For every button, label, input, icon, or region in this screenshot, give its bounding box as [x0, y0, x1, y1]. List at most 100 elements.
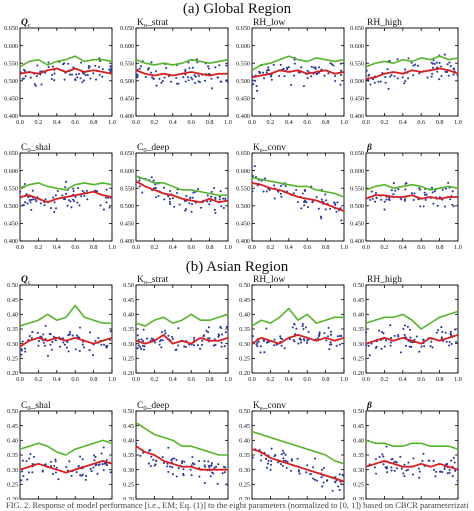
- scatter-point: [70, 73, 74, 76]
- y-tick-label: 0.600: [350, 43, 364, 50]
- scatter-point: [393, 461, 396, 464]
- scatter-point: [334, 481, 337, 484]
- scatter-point: [388, 198, 391, 202]
- scatter-point: [51, 472, 55, 476]
- scatter-point: [28, 199, 31, 202]
- series-line-upper: [135, 313, 229, 327]
- scatter-point: [284, 185, 287, 188]
- scatter-point: [166, 462, 169, 465]
- scatter-point: [422, 205, 425, 208]
- scatter-point: [414, 63, 417, 66]
- scatter-point: [252, 83, 255, 86]
- scatter-point: [448, 61, 451, 64]
- scatter-point: [98, 73, 101, 76]
- scatter-point: [225, 325, 228, 329]
- scatter-point: [110, 67, 113, 70]
- scatter-point: [182, 472, 185, 475]
- scatter-point: [101, 68, 104, 71]
- scatter-point: [198, 475, 201, 478]
- scatter-point: [51, 73, 54, 77]
- scatter-point: [86, 198, 89, 201]
- scatter-point: [283, 347, 286, 350]
- y-tick-label: 0.650: [4, 150, 18, 157]
- scatter-point: [141, 191, 144, 194]
- scatter-point: [317, 207, 320, 210]
- y-tick-label: 0.45: [353, 423, 364, 430]
- scatter-point: [431, 72, 434, 75]
- scatter-point: [306, 341, 309, 344]
- scatter-point: [201, 339, 204, 342]
- scatter-point: [325, 479, 328, 482]
- scatter-point: [279, 192, 282, 195]
- x-tick-label: 0.2: [381, 244, 389, 251]
- scatter-points: [18, 180, 112, 214]
- series-line-upper: [19, 439, 113, 456]
- scatter-point: [92, 354, 95, 357]
- y-tick-label: 0.35: [239, 326, 250, 333]
- panel-title: C0_deep: [137, 401, 170, 412]
- scatter-point: [208, 466, 211, 469]
- scatter-point: [325, 199, 328, 202]
- scatter-point: [452, 456, 455, 459]
- scatter-point: [217, 463, 220, 466]
- x-tick-label: 0.6: [187, 119, 195, 126]
- x-tick-label: 0.8: [436, 244, 444, 251]
- scatter-point: [339, 73, 343, 77]
- scatter-point: [279, 337, 282, 340]
- scatter-point: [400, 467, 403, 470]
- x-tick-label: 0.8: [436, 376, 444, 383]
- scatter-point: [262, 77, 266, 80]
- scatter-point: [292, 192, 295, 195]
- scatter-point: [284, 459, 287, 462]
- scatter-point: [370, 342, 373, 345]
- scatter-point: [256, 341, 259, 345]
- scatter-point: [259, 345, 262, 348]
- scatter-point: [281, 449, 284, 452]
- scatter-point: [430, 340, 433, 343]
- y-tick-label: 0.40: [353, 312, 364, 319]
- scatter-point: [338, 488, 341, 491]
- x-tick-label: 0.8: [90, 119, 98, 126]
- scatter-point: [167, 470, 170, 473]
- scatter-point: [105, 188, 108, 191]
- scatter-point: [219, 190, 222, 193]
- scatter-point: [301, 192, 304, 195]
- scatter-point: [251, 456, 254, 459]
- y-tick-label: 0.20: [239, 496, 250, 500]
- scatter-point: [318, 333, 321, 337]
- scatter-point: [338, 343, 342, 346]
- scatter-point: [454, 469, 457, 472]
- y-tick-label: 0.400: [4, 238, 18, 245]
- scatter-point: [89, 331, 92, 334]
- y-tick-label: 0.20: [123, 370, 134, 377]
- scatter-points: [369, 181, 459, 211]
- scatter-point: [36, 331, 39, 334]
- y-tick-label: 0.550: [350, 185, 364, 192]
- series-line-mean: [135, 180, 229, 204]
- scatter-point: [258, 70, 261, 73]
- scatter-point: [302, 328, 305, 331]
- scatter-point: [171, 197, 175, 200]
- scatter-point: [273, 338, 276, 341]
- scatter-point: [29, 452, 32, 455]
- scatter-point: [436, 204, 439, 207]
- scatter-point: [283, 75, 286, 78]
- scatter-point: [295, 188, 298, 192]
- scatter-point: [90, 470, 93, 473]
- scatter-point: [432, 459, 435, 463]
- scatter-point: [177, 467, 180, 470]
- y-tick-label: 0.30: [239, 467, 250, 474]
- scatter-point: [397, 188, 400, 191]
- scatter-point: [64, 186, 67, 189]
- scatter-point: [314, 478, 317, 481]
- scatter-point: [270, 447, 273, 450]
- plot-frame: [19, 284, 113, 374]
- scatter-point: [214, 66, 217, 69]
- scatter-point: [447, 181, 450, 184]
- scatter-point: [296, 200, 299, 204]
- scatter-point: [428, 459, 431, 462]
- scatter-point: [197, 459, 201, 462]
- scatter-point: [210, 87, 213, 90]
- scatter-point: [96, 472, 99, 475]
- scatter-point: [369, 198, 372, 201]
